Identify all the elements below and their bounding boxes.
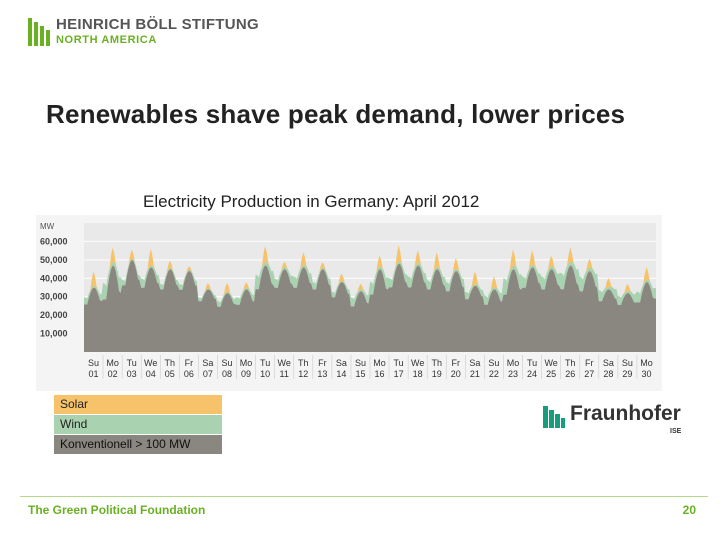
logo-bars-icon xyxy=(28,18,50,46)
y-unit-label: MW xyxy=(40,222,55,231)
x-tick-weekday: We xyxy=(278,358,291,368)
x-tick-date: 01 xyxy=(89,369,99,379)
x-tick-date: 22 xyxy=(489,369,499,379)
x-tick-date: 16 xyxy=(375,369,385,379)
x-tick-weekday: Th xyxy=(565,358,576,368)
x-tick-date: 19 xyxy=(432,369,442,379)
x-tick-date: 23 xyxy=(508,369,518,379)
fraunhofer-sub: ISE xyxy=(670,428,682,435)
y-tick-label: 30,000 xyxy=(40,292,68,302)
x-tick-weekday: Tu xyxy=(394,358,404,368)
legend-item-solar: Solar xyxy=(54,395,222,414)
x-tick-weekday: Fr xyxy=(585,358,594,368)
y-tick-label: 40,000 xyxy=(40,273,68,283)
x-tick-date: 04 xyxy=(146,369,156,379)
x-tick-weekday: Su xyxy=(355,358,366,368)
x-tick-date: 24 xyxy=(527,369,537,379)
x-tick-date: 05 xyxy=(165,369,175,379)
page-number: 20 xyxy=(682,503,696,517)
footer-text: The Green Political Foundation xyxy=(28,503,206,517)
x-tick-weekday: Su xyxy=(221,358,232,368)
slide-title: Renewables shave peak demand, lower pric… xyxy=(46,99,626,129)
x-tick-date: 25 xyxy=(546,369,556,379)
x-tick-date: 30 xyxy=(641,369,651,379)
x-tick-weekday: Sa xyxy=(336,358,347,368)
x-tick-weekday: Fr xyxy=(318,358,327,368)
chart-legend: Solar Wind Konventionell > 100 MW xyxy=(54,395,222,455)
x-tick-weekday: Mo xyxy=(640,358,653,368)
x-tick-weekday: Mo xyxy=(106,358,119,368)
x-tick-date: 28 xyxy=(603,369,613,379)
y-tick-label: 20,000 xyxy=(40,310,68,320)
x-tick-weekday: Su xyxy=(488,358,499,368)
x-tick-date: 06 xyxy=(184,369,194,379)
x-tick-date: 18 xyxy=(413,369,423,379)
x-tick-date: 13 xyxy=(317,369,327,379)
x-tick-weekday: Tu xyxy=(127,358,137,368)
fraunhofer-logo: Fraunhofer ISE xyxy=(543,402,693,444)
x-tick-date: 09 xyxy=(241,369,251,379)
x-tick-weekday: Tu xyxy=(527,358,537,368)
x-tick-weekday: Sa xyxy=(202,358,213,368)
x-tick-date: 20 xyxy=(451,369,461,379)
logo-subtitle: NORTH AMERICA xyxy=(56,34,157,46)
footer-divider xyxy=(20,496,708,497)
x-tick-weekday: Mo xyxy=(373,358,386,368)
y-tick-label: 50,000 xyxy=(40,255,68,265)
fraunhofer-icon xyxy=(543,406,565,428)
x-tick-weekday: Su xyxy=(88,358,99,368)
legend-item-wind: Wind xyxy=(54,415,222,434)
x-tick-weekday: Th xyxy=(298,358,309,368)
x-tick-date: 11 xyxy=(280,369,289,379)
x-tick-date: 27 xyxy=(584,369,594,379)
x-tick-date: 10 xyxy=(260,369,270,379)
x-tick-weekday: Fr xyxy=(185,358,194,368)
x-tick-date: 03 xyxy=(127,369,137,379)
x-tick-weekday: Tu xyxy=(260,358,270,368)
y-tick-label: 60,000 xyxy=(40,236,68,246)
x-tick-weekday: Th xyxy=(165,358,176,368)
series-solar xyxy=(84,245,656,303)
x-tick-date: 17 xyxy=(394,369,404,379)
logo-title: HEINRICH BÖLL STIFTUNG xyxy=(56,16,259,33)
series-wind xyxy=(84,258,656,307)
chart-title: Electricity Production in Germany: April… xyxy=(143,192,480,211)
electricity-production-chart: 10,000 20,000 30,000 40,000 50,000 60,000 MW Su… xyxy=(36,215,662,391)
x-tick-date: 07 xyxy=(203,369,213,379)
x-tick-date: 29 xyxy=(622,369,632,379)
x-tick-date: 08 xyxy=(222,369,232,379)
series-conventional xyxy=(84,260,656,352)
x-tick-weekday: We xyxy=(411,358,424,368)
x-tick-date: 15 xyxy=(355,369,365,379)
fraunhofer-name: Fraunhofer xyxy=(570,402,681,425)
x-tick-date: 14 xyxy=(336,369,346,379)
x-tick-date: 26 xyxy=(565,369,575,379)
x-tick-date: 12 xyxy=(298,369,308,379)
x-tick-date: 02 xyxy=(108,369,118,379)
x-tick-weekday: Su xyxy=(622,358,633,368)
x-tick-weekday: Th xyxy=(431,358,442,368)
legend-item-conventional: Konventionell > 100 MW xyxy=(54,435,222,454)
x-tick-weekday: Mo xyxy=(507,358,520,368)
x-tick-weekday: Mo xyxy=(240,358,253,368)
chart-svg: 10,000 20,000 30,000 40,000 50,000 60,000 MW Su… xyxy=(36,215,662,391)
x-tick-date: 21 xyxy=(470,369,480,379)
y-tick-label: 10,000 xyxy=(40,329,68,339)
x-tick-weekday: Sa xyxy=(469,358,480,368)
x-tick-weekday: Sa xyxy=(603,358,614,368)
x-tick-weekday: Fr xyxy=(452,358,461,368)
x-tick-weekday: We xyxy=(144,358,157,368)
x-tick-weekday: We xyxy=(544,358,557,368)
